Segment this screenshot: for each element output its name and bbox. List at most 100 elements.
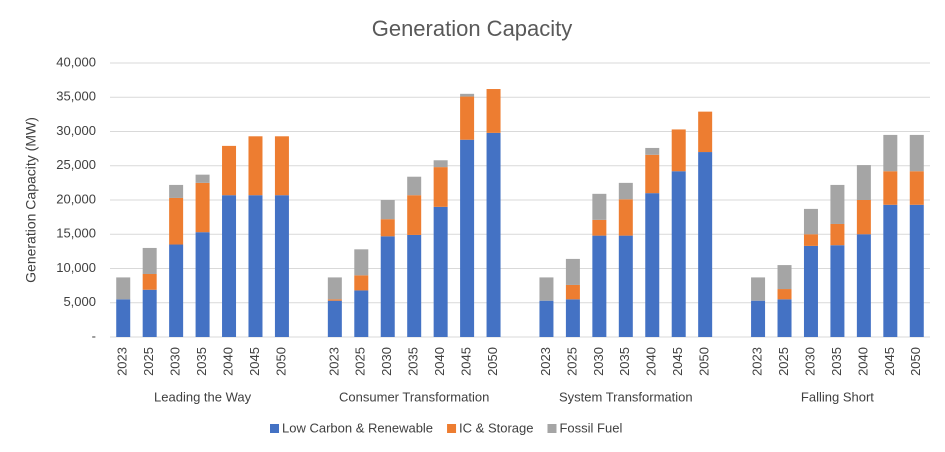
bar-segment [142,273,157,290]
bar-segment [222,195,237,337]
x-tick-label: 2030 [591,347,606,376]
x-tick-label: 2023 [750,347,765,376]
y-tick-label: 5,000 [63,294,96,309]
bar-segment [407,195,422,235]
legend-swatch [270,424,279,433]
x-tick-label: 2045 [882,347,897,376]
bar-segment [830,184,845,224]
bar-segment [433,206,448,337]
bar-segment [777,299,792,337]
bar-segment [195,232,210,337]
bar-segment [433,167,448,207]
bar-segment [618,235,633,337]
bar-segment [565,284,580,300]
y-axis-label: Generation Capacity (MW) [23,117,39,283]
group-label: Leading the Way [154,389,252,404]
bar-segment [486,89,501,133]
x-tick-label: 2023 [538,347,553,376]
bar-segment [883,171,898,205]
bar-segment [671,171,686,337]
group-label: Consumer Transformation [339,389,489,404]
bar-segment [407,176,422,196]
bar-segment [195,182,210,233]
bar-segment [909,204,924,337]
bar-segment [645,147,660,155]
x-tick-label: 2050 [273,347,288,376]
bar-segment [830,223,845,246]
x-tick-label: 2025 [353,347,368,376]
bar-segment [592,235,607,337]
bar-segment [169,244,184,337]
x-tick-label: 2040 [432,347,447,376]
bar-segment [142,289,157,337]
bar-segment [354,275,369,291]
legend-label: IC & Storage [459,420,533,435]
bar-segment [777,265,792,290]
bar-segment [248,136,263,196]
bar-segment [592,219,607,236]
bar-segment [618,182,633,200]
y-tick-label: 25,000 [56,157,96,172]
bar-segment [380,219,395,237]
bar-segment [354,290,369,337]
bar-segment [274,136,289,196]
bar-segment [618,199,633,236]
bar-segment [883,134,898,172]
x-tick-label: 2045 [670,347,685,376]
bar-segment [327,277,342,300]
x-tick-label: 2050 [908,347,923,376]
y-tick-label: 20,000 [56,191,96,206]
x-tick-label: 2030 [802,347,817,376]
bar-segment [698,111,713,153]
bar-segment [460,139,475,337]
bar-segment [698,152,713,337]
bar-segment [671,129,686,172]
x-tick-label: 2023 [326,347,341,376]
legend-label: Fossil Fuel [559,420,622,435]
group-label: Falling Short [801,389,874,404]
bar-segment [327,299,342,301]
bar-segment [856,200,871,235]
bar-segment [751,277,766,301]
x-tick-label: 2045 [247,347,262,376]
x-tick-label: 2050 [485,347,500,376]
bar-segment [751,300,766,337]
bar-segment [380,236,395,337]
group-label: System Transformation [559,389,693,404]
bar-segment [327,300,342,337]
x-tick-label: 2040 [855,347,870,376]
y-tick-label: 40,000 [56,54,96,69]
bar-segment [645,193,660,337]
bar-segment [169,197,184,245]
x-tick-label: 2025 [141,347,156,376]
x-tick-label: 2035 [617,347,632,376]
y-tick-label: 35,000 [56,89,96,104]
y-tick-label: 30,000 [56,123,96,138]
bar-segment [142,247,157,274]
bar-segment [195,174,210,183]
bar-segment [222,145,237,196]
bar-segment [460,93,475,97]
bar-segment [354,249,369,276]
bar-segment [856,165,871,200]
bar-segment [248,195,263,337]
legend-swatch [547,424,557,433]
bar-segment [803,234,818,246]
chart-title: Generation Capacity [372,16,573,41]
x-tick-label: 2040 [644,347,659,376]
x-tick-label: 2035 [194,347,209,376]
bar-segment [909,134,924,172]
x-tick-label: 2045 [459,347,474,376]
bar-segment [116,277,131,300]
bar-segment [565,258,580,285]
bar-segment [777,289,792,300]
x-tick-label: 2030 [168,347,183,376]
y-tick-label: 15,000 [56,226,96,241]
legend-swatch [447,424,457,433]
bar-segment [856,234,871,337]
bar-segment [883,204,898,337]
bar-segment [539,300,554,337]
bar-segment [803,208,818,235]
bar-segment [274,195,289,337]
